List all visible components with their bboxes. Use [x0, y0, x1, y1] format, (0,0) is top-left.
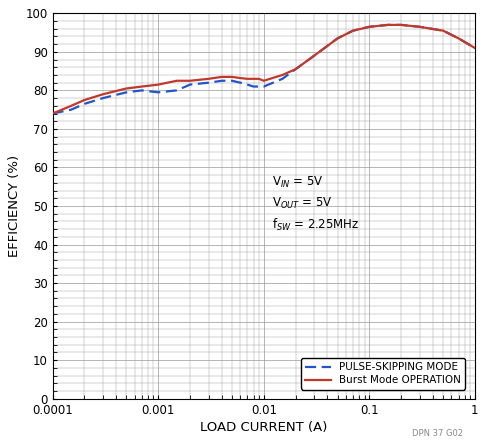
- PULSE-SKIPPING MODE: [311, 53, 317, 58]
- PULSE-SKIPPING MODE: [50, 111, 56, 116]
- Line: PULSE-SKIPPING MODE: PULSE-SKIPPING MODE: [53, 25, 475, 114]
- Y-axis label: EFFICIENCY (%): EFFICIENCY (%): [8, 155, 21, 257]
- Burst Mode OPERATION: [440, 28, 446, 33]
- Burst Mode OPERATION: [238, 76, 244, 81]
- Burst Mode OPERATION: [206, 76, 211, 81]
- PULSE-SKIPPING MODE: [238, 80, 244, 85]
- Text: V$_{IN}$ = 5V
V$_{OUT}$ = 5V
f$_{SW}$ = 2.25MHz: V$_{IN}$ = 5V V$_{OUT}$ = 5V f$_{SW}$ = …: [272, 175, 360, 233]
- PULSE-SKIPPING MODE: [251, 84, 257, 89]
- Burst Mode OPERATION: [68, 103, 74, 108]
- Burst Mode OPERATION: [155, 82, 161, 87]
- PULSE-SKIPPING MODE: [206, 80, 211, 85]
- PULSE-SKIPPING MODE: [417, 24, 423, 30]
- Burst Mode OPERATION: [187, 78, 193, 84]
- PULSE-SKIPPING MODE: [100, 95, 106, 101]
- PULSE-SKIPPING MODE: [280, 76, 285, 81]
- Burst Mode OPERATION: [472, 46, 478, 51]
- PULSE-SKIPPING MODE: [398, 22, 404, 27]
- PULSE-SKIPPING MODE: [335, 36, 340, 41]
- Legend: PULSE-SKIPPING MODE, Burst Mode OPERATION: PULSE-SKIPPING MODE, Burst Mode OPERATIO…: [301, 358, 466, 389]
- Burst Mode OPERATION: [100, 91, 106, 97]
- Line: Burst Mode OPERATION: Burst Mode OPERATION: [53, 25, 475, 114]
- Burst Mode OPERATION: [81, 97, 87, 103]
- PULSE-SKIPPING MODE: [139, 88, 145, 93]
- Burst Mode OPERATION: [174, 78, 180, 84]
- PULSE-SKIPPING MODE: [81, 101, 87, 107]
- Burst Mode OPERATION: [50, 111, 56, 116]
- Burst Mode OPERATION: [293, 67, 299, 72]
- Burst Mode OPERATION: [385, 22, 391, 27]
- PULSE-SKIPPING MODE: [256, 84, 262, 89]
- PULSE-SKIPPING MODE: [385, 22, 391, 27]
- X-axis label: LOAD CURRENT (A): LOAD CURRENT (A): [200, 421, 327, 434]
- PULSE-SKIPPING MODE: [68, 107, 74, 112]
- PULSE-SKIPPING MODE: [472, 46, 478, 51]
- PULSE-SKIPPING MODE: [187, 82, 193, 87]
- Burst Mode OPERATION: [350, 28, 356, 33]
- Burst Mode OPERATION: [456, 36, 462, 41]
- PULSE-SKIPPING MODE: [229, 78, 235, 84]
- PULSE-SKIPPING MODE: [440, 28, 446, 33]
- Burst Mode OPERATION: [256, 76, 262, 81]
- Burst Mode OPERATION: [311, 53, 317, 58]
- PULSE-SKIPPING MODE: [293, 67, 299, 72]
- PULSE-SKIPPING MODE: [456, 36, 462, 41]
- Burst Mode OPERATION: [417, 24, 423, 30]
- Burst Mode OPERATION: [280, 72, 285, 78]
- PULSE-SKIPPING MODE: [244, 82, 250, 87]
- Burst Mode OPERATION: [124, 86, 130, 91]
- PULSE-SKIPPING MODE: [261, 84, 267, 89]
- Burst Mode OPERATION: [219, 74, 225, 80]
- PULSE-SKIPPING MODE: [124, 90, 130, 95]
- PULSE-SKIPPING MODE: [155, 90, 161, 95]
- Text: DPN 37 G02: DPN 37 G02: [412, 429, 463, 438]
- Burst Mode OPERATION: [251, 76, 257, 81]
- Burst Mode OPERATION: [398, 22, 404, 27]
- Burst Mode OPERATION: [335, 36, 340, 41]
- Burst Mode OPERATION: [244, 76, 250, 81]
- PULSE-SKIPPING MODE: [219, 78, 225, 84]
- PULSE-SKIPPING MODE: [174, 88, 180, 93]
- Burst Mode OPERATION: [229, 74, 235, 80]
- Burst Mode OPERATION: [366, 24, 372, 30]
- PULSE-SKIPPING MODE: [366, 24, 372, 30]
- Burst Mode OPERATION: [261, 78, 267, 84]
- PULSE-SKIPPING MODE: [350, 28, 356, 33]
- Burst Mode OPERATION: [139, 84, 145, 89]
